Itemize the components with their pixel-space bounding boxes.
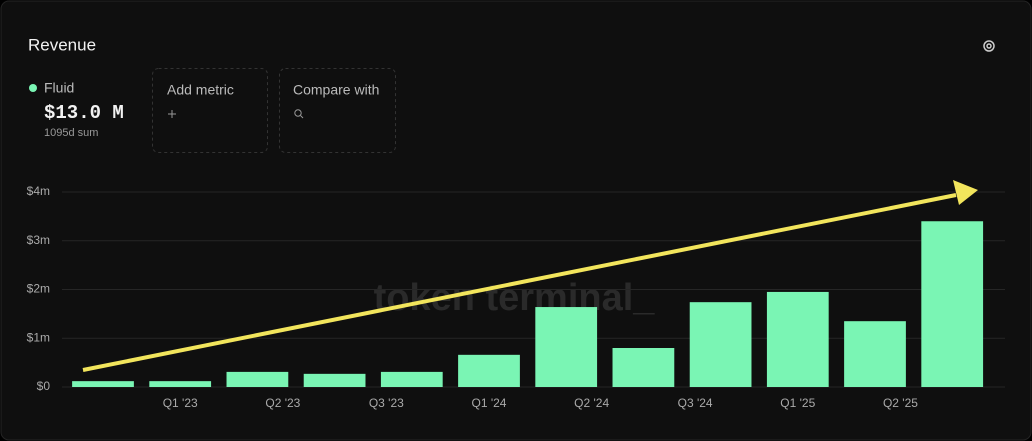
y-tick-label: $0 xyxy=(37,379,51,393)
bar xyxy=(844,321,906,387)
legend-dot xyxy=(29,84,37,92)
bar xyxy=(458,354,520,387)
y-tick-label: $4m xyxy=(27,184,50,198)
x-tick-label: Q2 '23 xyxy=(265,396,300,410)
bar xyxy=(766,291,829,387)
chart-title: Revenue xyxy=(28,35,96,54)
bar xyxy=(72,381,134,387)
x-tick-label: Q3 '23 xyxy=(369,396,404,410)
button-label: Compare with xyxy=(293,82,379,98)
button-label: Add metric xyxy=(167,82,234,98)
total-value: $13.0 M xyxy=(44,102,124,124)
trend-arrow xyxy=(82,180,978,372)
legend-label: Fluid xyxy=(44,80,74,96)
plus-icon xyxy=(168,110,176,118)
y-tick-label: $1m xyxy=(27,330,50,344)
settings-icon[interactable] xyxy=(983,40,995,52)
search-icon xyxy=(294,109,304,119)
y-tick-label: $2m xyxy=(27,282,50,296)
bar xyxy=(380,371,443,387)
total-note: 1095d sum xyxy=(44,127,98,139)
bar xyxy=(535,307,598,387)
x-tick-label: Q1 '25 xyxy=(780,396,815,410)
x-tick-label: Q2 '24 xyxy=(574,396,609,410)
bar xyxy=(226,371,289,387)
bar xyxy=(612,348,675,387)
bar xyxy=(303,373,366,387)
y-tick-label: $3m xyxy=(27,233,50,247)
x-tick-label: Q3 '24 xyxy=(678,396,713,410)
x-tick-label: Q1 '24 xyxy=(472,396,507,410)
x-tick-label: Q1 '23 xyxy=(163,396,198,410)
bar xyxy=(921,221,984,387)
bar xyxy=(689,302,752,387)
compare-button[interactable] xyxy=(279,68,396,153)
bar xyxy=(149,381,212,387)
x-tick-label: Q2 '25 xyxy=(883,396,918,410)
